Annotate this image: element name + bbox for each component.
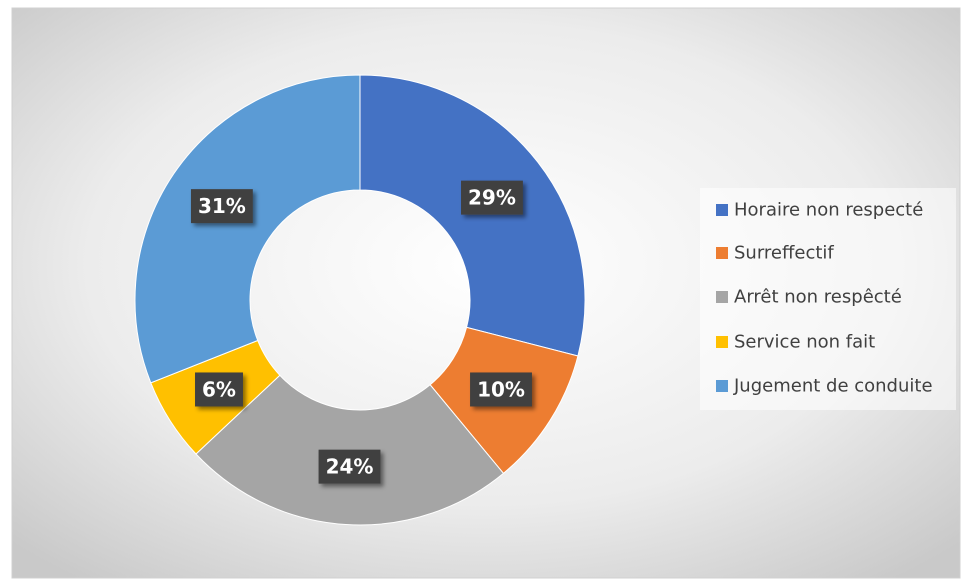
data-label-text: 6% <box>202 377 236 401</box>
data-label: 31% <box>190 189 253 224</box>
legend-marker <box>716 380 728 392</box>
data-label: 10% <box>470 372 532 407</box>
legend-label: Arrêt non respêcté <box>734 287 902 308</box>
data-label-box <box>470 372 532 407</box>
slice <box>134 74 361 384</box>
legend-label: Jugement de conduite <box>733 376 933 397</box>
legend-marker <box>716 291 728 303</box>
legend-label: Service non fait <box>734 332 875 353</box>
data-label-text: 29% <box>468 186 516 210</box>
data-label-box <box>461 180 523 215</box>
data-label: 24% <box>318 449 381 484</box>
data-label: 6% <box>195 372 243 407</box>
legend-marker <box>716 247 728 259</box>
slice <box>359 74 586 357</box>
data-label-text: 24% <box>326 455 374 479</box>
data-label-box <box>190 189 253 224</box>
data-label-text: 10% <box>477 377 525 401</box>
legend-box <box>700 188 956 410</box>
legend-marker <box>716 336 728 348</box>
data-label-text: 31% <box>198 194 246 218</box>
legend-marker <box>716 204 728 216</box>
data-label-box <box>195 372 243 407</box>
data-label: 29% <box>461 180 523 215</box>
data-label-box <box>318 449 381 484</box>
legend-label: Surreffectif <box>734 243 834 264</box>
legend-label: Horaire non respecté <box>734 200 923 221</box>
